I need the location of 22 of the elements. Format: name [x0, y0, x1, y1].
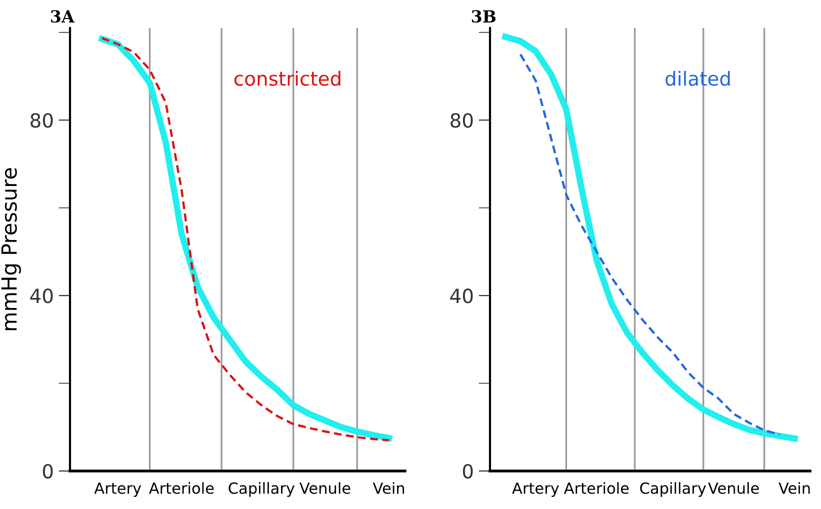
x-tick-label: Arteriole — [148, 482, 214, 494]
y-tick-label: 40 — [450, 288, 473, 304]
x-tick-label: Arteriole — [564, 482, 629, 494]
line-series — [519, 53, 781, 436]
y-tick-label: 40 — [30, 288, 53, 304]
x-tick-label: Artery — [94, 482, 142, 497]
y-axis-title: mmHg Pressure — [1, 168, 21, 330]
text: dilated — [666, 70, 730, 86]
y-tick-label: 80 — [30, 113, 53, 128]
x-tick-label: Capillary — [228, 482, 295, 497]
x-tick-label: Venule — [300, 482, 350, 494]
text: constricted — [234, 70, 340, 86]
chart-title: 3B — [472, 10, 496, 23]
x-tick-label: Vein — [372, 482, 404, 494]
y-tick-label: 0 — [42, 464, 53, 479]
chart-title: 3A — [51, 10, 75, 23]
x-tick-label: Capillary — [640, 482, 706, 497]
y-tick-label: 80 — [450, 113, 473, 128]
y-tick-label: 0 — [462, 464, 473, 479]
x-tick-label: Venule — [708, 482, 759, 494]
x-tick-label: Artery — [512, 482, 559, 497]
x-tick-label: Vein — [778, 482, 810, 494]
